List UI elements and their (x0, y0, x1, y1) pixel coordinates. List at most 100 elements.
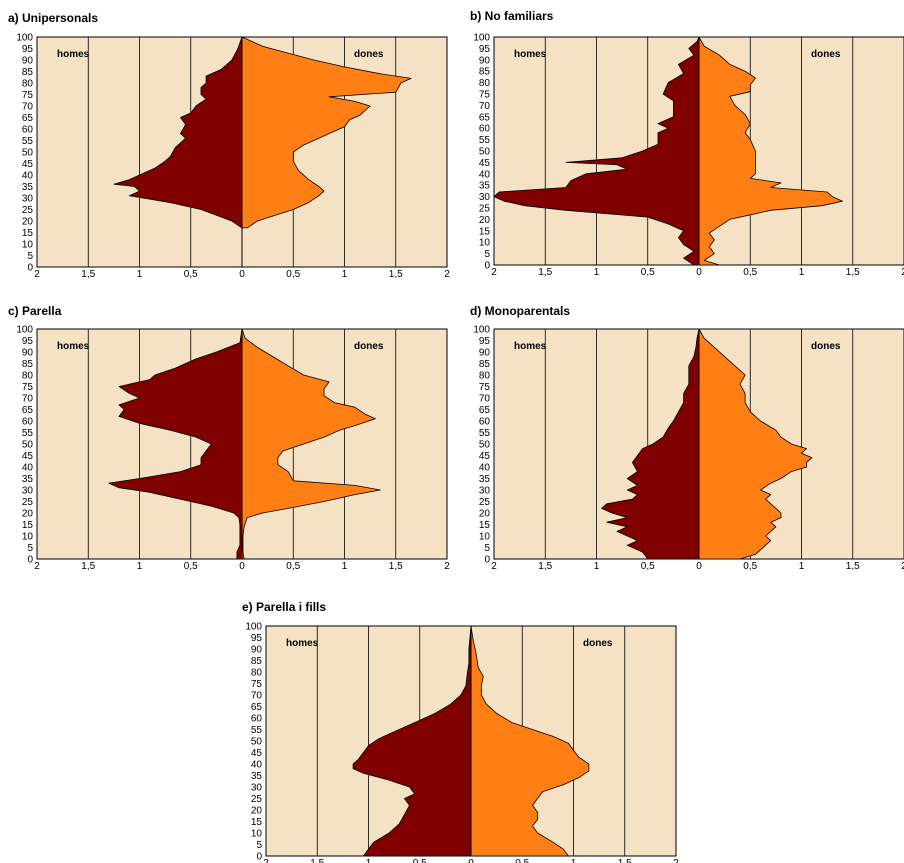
y-tick-label: 0 (256, 852, 262, 863)
y-tick-label: 70 (479, 394, 491, 405)
x-tick-label: 1,5 (538, 561, 552, 572)
y-tick-label: 60 (22, 125, 34, 136)
y-tick-label: 0 (484, 261, 490, 272)
y-tick-label: 5 (27, 251, 33, 262)
y-tick-label: 35 (479, 181, 491, 192)
chart-title: d) Monoparentals (470, 304, 570, 318)
y-tick-label: 100 (16, 33, 33, 44)
x-tick-label: 1 (366, 858, 372, 863)
homes-label: homes (57, 49, 90, 60)
chart-c: c) Parella051015202530354045505560657075… (8, 304, 450, 572)
x-tick-label: 0,5 (641, 267, 655, 278)
y-tick-label: 25 (479, 497, 491, 508)
y-tick-label: 30 (479, 192, 491, 203)
y-tick-label: 90 (479, 348, 491, 359)
y-tick-label: 15 (479, 226, 491, 237)
x-tick-label: 0,5 (184, 561, 198, 572)
series-dones (470, 625, 590, 857)
y-tick-label: 75 (251, 679, 263, 690)
y-tick-label: 20 (22, 217, 34, 228)
y-tick-label: 40 (22, 463, 34, 474)
series-dones (241, 36, 412, 229)
y-tick-label: 70 (479, 101, 491, 112)
y-tick-label: 60 (479, 124, 491, 135)
y-tick-label: 15 (22, 228, 34, 239)
x-tick-label: 1,5 (618, 858, 632, 863)
series-homes (352, 625, 472, 857)
x-tick-label: 0 (468, 858, 474, 863)
y-tick-label: 95 (251, 633, 263, 644)
y-tick-label: 95 (479, 44, 491, 55)
y-tick-label: 85 (251, 656, 263, 667)
y-tick-label: 70 (22, 102, 34, 113)
x-tick-label: 0,5 (641, 561, 655, 572)
x-tick-label: 2 (673, 858, 679, 863)
y-tick-label: 0 (27, 263, 33, 274)
y-tick-label: 45 (479, 451, 491, 462)
y-tick-label: 50 (22, 148, 34, 159)
y-tick-label: 85 (479, 67, 491, 78)
x-tick-label: 0 (696, 267, 702, 278)
x-tick-label: 1,5 (389, 561, 403, 572)
x-tick-label: 2 (444, 269, 450, 280)
y-tick-label: 45 (251, 748, 263, 759)
y-tick-label: 30 (251, 783, 263, 794)
y-tick-label: 85 (479, 359, 491, 370)
x-tick-label: 0,5 (286, 269, 300, 280)
y-tick-label: 70 (22, 394, 34, 405)
x-tick-label: 2 (491, 561, 497, 572)
y-tick-label: 25 (22, 497, 34, 508)
x-tick-label: 0,5 (743, 267, 757, 278)
y-tick-label: 80 (479, 78, 491, 89)
x-tick-label: 1,5 (846, 267, 860, 278)
y-tick-label: 80 (22, 79, 34, 90)
chart-title: b) No familiars (470, 9, 554, 23)
x-tick-label: 0,5 (413, 858, 427, 863)
chart-title: c) Parella (8, 304, 62, 318)
y-tick-label: 80 (251, 668, 263, 679)
x-tick-label: 0,5 (286, 561, 300, 572)
y-tick-label: 75 (22, 382, 34, 393)
series-homes (493, 36, 700, 266)
x-tick-label: 0,5 (184, 269, 198, 280)
y-tick-label: 35 (22, 474, 34, 485)
x-tick-label: 2 (491, 267, 497, 278)
y-tick-label: 100 (473, 33, 490, 44)
y-tick-label: 40 (251, 760, 263, 771)
series-dones (698, 36, 843, 266)
x-tick-label: 1,5 (538, 267, 552, 278)
y-tick-label: 85 (22, 359, 34, 370)
x-tick-label: 0,5 (743, 561, 757, 572)
series-homes (108, 328, 243, 560)
y-tick-label: 15 (479, 520, 491, 531)
series-dones (241, 328, 381, 560)
y-tick-label: 30 (479, 486, 491, 497)
chart-e: e) Parella i fills0510152025303540455055… (242, 600, 679, 863)
y-tick-label: 65 (251, 702, 263, 713)
x-tick-label: 1,5 (846, 561, 860, 572)
y-tick-label: 100 (245, 622, 262, 633)
x-tick-label: 2 (263, 858, 269, 863)
y-tick-label: 20 (479, 509, 491, 520)
y-tick-label: 50 (251, 737, 263, 748)
y-tick-label: 55 (22, 428, 34, 439)
series-homes (113, 36, 243, 229)
y-tick-label: 95 (22, 44, 34, 55)
x-tick-label: 2 (34, 561, 40, 572)
y-tick-label: 65 (22, 113, 34, 124)
y-tick-label: 20 (22, 509, 34, 520)
y-tick-label: 80 (479, 371, 491, 382)
y-tick-label: 15 (251, 817, 263, 828)
y-tick-label: 95 (479, 336, 491, 347)
y-tick-label: 20 (251, 806, 263, 817)
y-tick-label: 30 (22, 194, 34, 205)
y-tick-label: 55 (251, 725, 263, 736)
y-tick-label: 100 (16, 325, 33, 336)
x-tick-label: 2 (901, 561, 904, 572)
y-tick-label: 35 (479, 474, 491, 485)
homes-label: homes (514, 341, 547, 352)
x-tick-label: 1 (594, 267, 600, 278)
x-tick-label: 1 (571, 858, 577, 863)
y-tick-label: 100 (473, 325, 490, 336)
x-tick-label: 1 (799, 561, 805, 572)
